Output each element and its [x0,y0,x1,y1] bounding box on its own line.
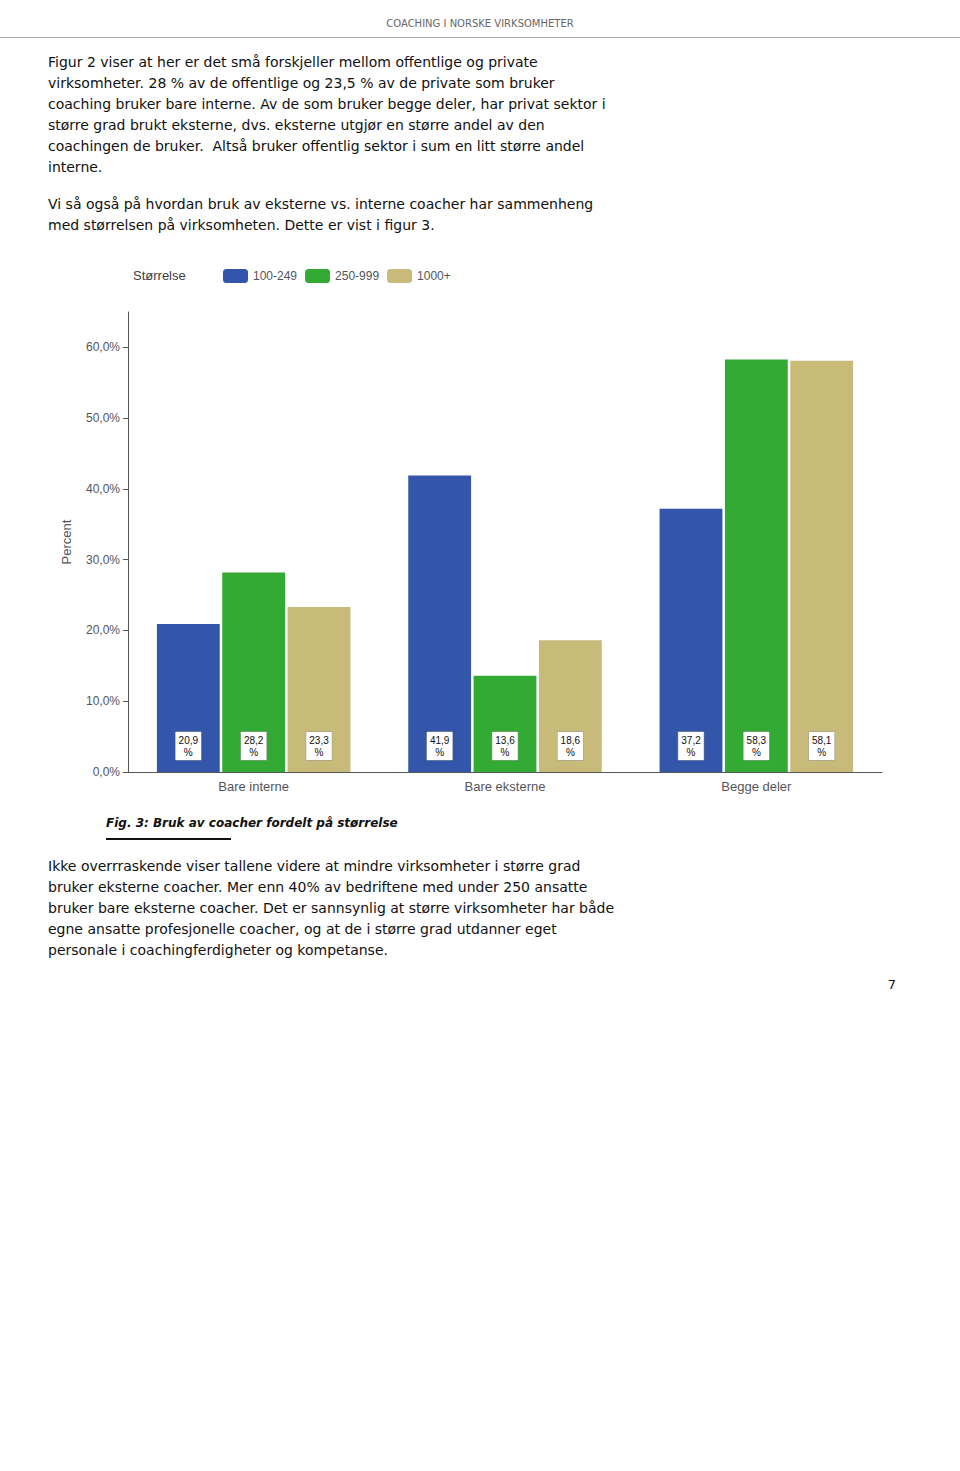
svg-text:58,1: 58,1 [812,735,832,746]
html-text:Figur 2 viser at her er det sm: Figur 2 viser at her er det små forskjel… [48,54,606,175]
svg-text:10,0%: 10,0% [86,694,120,708]
svg-text:20,0%: 20,0% [86,623,120,637]
svg-text:28,2: 28,2 [244,735,264,746]
svg-text:100-249: 100-249 [253,269,297,283]
svg-text:58,3: 58,3 [747,735,767,746]
svg-text:13,6: 13,6 [495,735,515,746]
svg-text:%: % [435,747,444,758]
svg-text:40,0%: 40,0% [86,482,120,496]
svg-text:%: % [184,747,193,758]
html-text:Vi så også på hvordan bruk av: Vi så også på hvordan bruk av eksterne v… [48,196,594,233]
svg-text:Bare eksterne: Bare eksterne [465,779,546,794]
svg-text:50,0%: 50,0% [86,411,120,425]
svg-text:%: % [817,747,826,758]
html-text:Ikke overrraskende viser talle: Ikke overrraskende viser tallene videre … [48,858,615,958]
svg-text:250-999: 250-999 [335,269,379,283]
html-text:COACHING I NORSKE VIRKSOMHETER: COACHING I NORSKE VIRKSOMHETER [386,18,574,29]
svg-text:0,0%: 0,0% [93,765,121,779]
svg-text:%: % [687,747,696,758]
svg-text:18,6: 18,6 [561,735,581,746]
svg-text:Percent: Percent [59,519,74,564]
svg-text:30,0%: 30,0% [86,553,120,567]
svg-text:1000+: 1000+ [417,269,451,283]
svg-text:37,2: 37,2 [681,735,701,746]
svg-text:%: % [315,747,324,758]
svg-text:41,9: 41,9 [430,735,450,746]
svg-text:%: % [752,747,761,758]
svg-text:%: % [501,747,510,758]
svg-text:Størrelse: Størrelse [133,268,186,283]
svg-text:20,9: 20,9 [179,735,199,746]
html-text:7: 7 [887,977,896,992]
svg-text:60,0%: 60,0% [86,340,120,354]
svg-text:Begge deler: Begge deler [721,779,792,794]
svg-text:23,3: 23,3 [309,735,329,746]
html-text:Fig. 3: Bruk av coacher fordel: Fig. 3: Bruk av coacher fordelt på størr… [106,816,398,830]
svg-text:%: % [249,747,258,758]
svg-text:%: % [566,747,575,758]
svg-text:Bare interne: Bare interne [218,779,289,794]
